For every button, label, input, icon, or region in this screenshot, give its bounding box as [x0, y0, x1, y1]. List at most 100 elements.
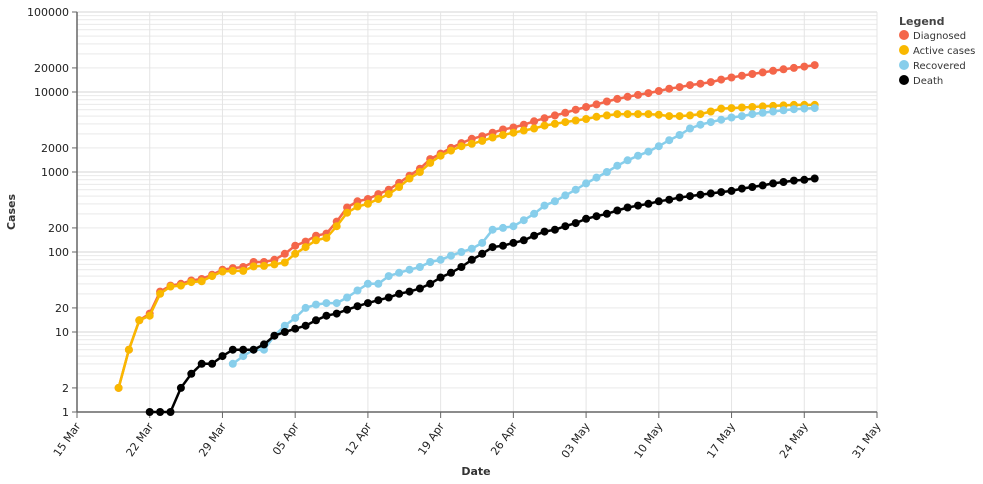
data-point — [654, 142, 663, 151]
data-point — [810, 104, 819, 113]
data-point — [478, 238, 487, 247]
data-point — [654, 197, 663, 206]
series-recovered — [228, 104, 819, 368]
data-point — [519, 120, 528, 129]
data-point — [634, 90, 642, 99]
data-point — [696, 79, 705, 88]
data-point — [613, 161, 622, 170]
chart-grid — [76, 11, 878, 413]
data-point — [623, 92, 632, 101]
data-point — [457, 263, 466, 271]
series-line — [117, 103, 815, 389]
data-point — [145, 311, 154, 320]
data-point — [291, 313, 300, 322]
chart-axes — [72, 11, 878, 418]
data-point — [228, 359, 237, 368]
data-point — [395, 183, 404, 191]
data-point — [280, 328, 289, 336]
data-point — [571, 185, 580, 194]
data-point — [727, 104, 736, 113]
legend-marker — [899, 45, 909, 55]
data-point — [280, 258, 289, 267]
data-point — [789, 105, 798, 114]
data-point — [706, 107, 715, 116]
data-point — [737, 184, 746, 193]
y-tick-label: 2 — [62, 382, 69, 395]
y-tick-label: 2000 — [41, 142, 69, 155]
data-point — [447, 268, 455, 277]
data-point — [478, 136, 487, 145]
y-axis-title: Cases — [5, 194, 18, 231]
data-point — [686, 124, 694, 133]
data-point — [644, 89, 653, 98]
data-point — [800, 175, 809, 184]
data-point — [363, 299, 372, 308]
data-point — [602, 209, 611, 218]
data-point — [675, 193, 684, 202]
y-tick-label: 100 — [48, 246, 69, 259]
data-point — [654, 87, 663, 95]
data-point — [758, 102, 767, 111]
data-point — [602, 111, 611, 120]
x-tick-label: 24 May — [777, 420, 811, 461]
data-point — [395, 268, 404, 277]
data-point — [561, 108, 570, 117]
y-tick-label: 10 — [55, 326, 69, 339]
data-point — [571, 105, 580, 114]
data-point — [270, 331, 279, 340]
data-point — [686, 81, 694, 90]
data-point — [509, 238, 518, 247]
data-point — [457, 142, 466, 151]
data-point — [748, 103, 757, 111]
data-point — [467, 255, 476, 264]
data-point — [363, 279, 372, 288]
series-death — [145, 174, 819, 416]
data-point — [717, 188, 726, 197]
data-point — [353, 286, 362, 295]
data-point — [561, 118, 570, 127]
data-point — [228, 345, 237, 354]
y-tick-label: 20 — [55, 302, 69, 315]
data-point — [322, 233, 331, 242]
data-point — [686, 192, 694, 201]
x-tick-label: 26 Apr — [488, 420, 520, 458]
x-tick-label: 31 May — [850, 420, 884, 461]
data-point — [145, 408, 154, 416]
data-point — [270, 260, 279, 269]
data-point — [758, 108, 767, 117]
data-point — [208, 272, 217, 281]
data-point — [499, 125, 507, 134]
data-point — [675, 112, 684, 121]
data-point — [415, 263, 424, 271]
data-point — [727, 186, 736, 195]
data-point — [634, 151, 642, 160]
data-point — [519, 236, 528, 245]
data-point — [280, 321, 289, 330]
data-point — [706, 189, 715, 198]
data-point — [686, 111, 694, 120]
data-point — [488, 243, 497, 252]
data-point — [499, 131, 507, 139]
data-point — [706, 78, 715, 87]
x-axis-title: Date — [461, 465, 490, 478]
data-point — [613, 94, 622, 103]
data-point — [363, 199, 372, 208]
y-tick-label: 10000 — [34, 86, 69, 99]
data-point — [727, 73, 736, 82]
data-point — [374, 279, 383, 288]
data-point — [571, 219, 580, 228]
data-point — [488, 225, 497, 234]
data-point — [634, 110, 642, 119]
data-point — [384, 272, 393, 281]
data-point — [509, 222, 518, 231]
data-point — [239, 266, 248, 275]
data-point — [571, 116, 580, 125]
legend-marker — [899, 60, 909, 70]
data-point — [540, 114, 549, 123]
data-point — [260, 340, 268, 349]
data-point — [530, 231, 539, 240]
data-point — [218, 352, 227, 361]
y-tick-label: 20000 — [34, 62, 69, 75]
data-point — [447, 251, 455, 260]
